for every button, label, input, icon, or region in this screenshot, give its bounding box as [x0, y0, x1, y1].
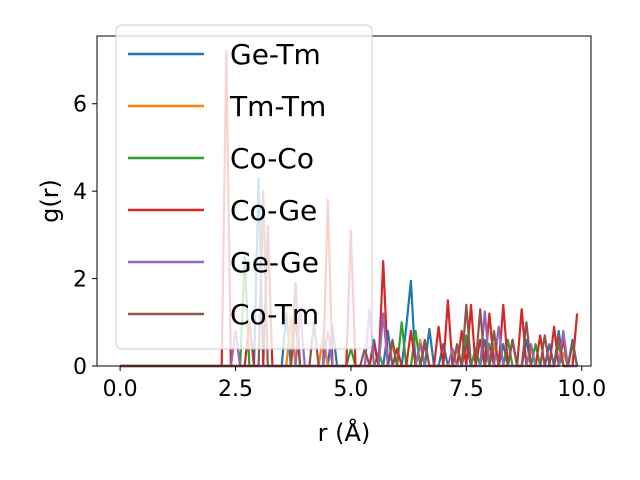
y-tick-label: 6 — [73, 93, 87, 118]
x-tick-label: 0.0 — [103, 377, 138, 402]
y-tick-label: 2 — [73, 268, 87, 293]
ticks-layer: 0.0 2.5 5.0 7.5 10.0 0 2 4 6 — [73, 93, 606, 402]
x-axis-label: r (Å) — [318, 418, 371, 447]
x-tick-label: 5.0 — [333, 377, 368, 402]
legend: Ge-Tm Tm-Tm Co-Co Co-Ge Ge-Ge Co-Tm — [115, 24, 373, 350]
x-tick-label: 2.5 — [218, 377, 253, 402]
legend-label: Ge-Ge — [230, 246, 319, 279]
legend-label: Tm-Tm — [229, 90, 326, 123]
y-tick-label: 0 — [73, 355, 87, 380]
legend-label: Co-Tm — [230, 298, 319, 331]
legend-label: Co-Co — [230, 142, 314, 175]
x-tick-label: 7.5 — [449, 377, 484, 402]
legend-label: Ge-Tm — [230, 38, 321, 71]
y-tick-label: 4 — [73, 180, 87, 205]
legend-label: Co-Ge — [230, 194, 317, 227]
y-axis-label: g(r) — [36, 179, 64, 223]
x-tick-label: 10.0 — [557, 377, 606, 402]
